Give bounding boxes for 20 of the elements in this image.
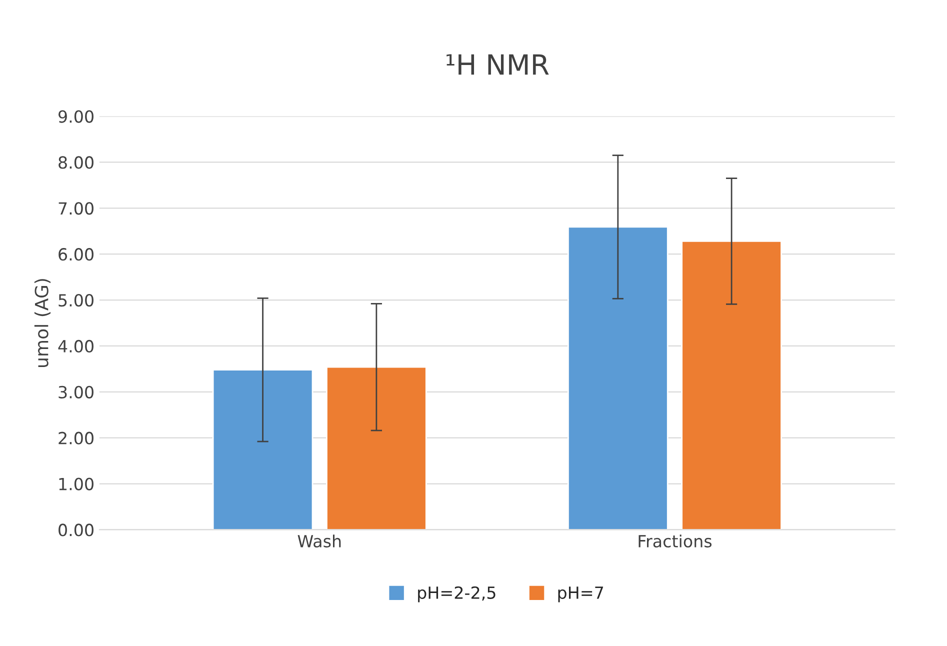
y-tick-label: 5.00 (58, 294, 94, 307)
y-tick-label: 8.00 (58, 156, 94, 169)
bar (681, 240, 782, 530)
x-tick-label: Fractions (638, 534, 712, 548)
x-tick-label: Wash (298, 534, 341, 548)
bar (326, 366, 427, 530)
y-tick-label: 1.00 (59, 478, 94, 490)
bar (212, 369, 314, 530)
legend-label: pH=7 (558, 586, 604, 602)
y-axis-title: umol (AG) (34, 279, 51, 367)
y-tick-label: 9.00 (58, 110, 94, 123)
y-tick-label: 7.00 (58, 202, 94, 215)
y-tick-label: 2.00 (58, 432, 94, 444)
bar (568, 226, 668, 530)
y-tick-label: 3.00 (58, 386, 94, 398)
y-tick-label: 6.00 (58, 248, 94, 261)
legend-label: pH=2-2,5 (418, 586, 496, 602)
y-tick-label: 0.00 (58, 524, 94, 536)
chart-title: ¹H NMR (446, 54, 549, 75)
y-tick-label: 4.00 (58, 340, 94, 353)
